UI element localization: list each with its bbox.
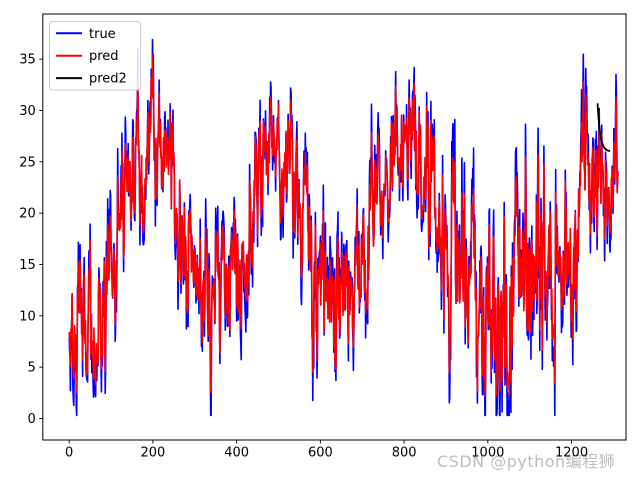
- legend-label-pred2: pred2: [89, 72, 127, 87]
- y-tick-label: 20: [19, 207, 36, 222]
- series-pred2-line: [596, 103, 611, 152]
- y-tick-label: 5: [28, 361, 36, 376]
- y-tick-label: 10: [19, 309, 36, 324]
- watermark: CSDN @python编程狮: [437, 452, 616, 471]
- x-tick-label: 0: [65, 446, 73, 461]
- legend-label-pred: pred: [89, 49, 119, 64]
- x-tick-label: 400: [224, 446, 249, 461]
- plot-area: [42, 13, 627, 441]
- legend-label-true: true: [89, 27, 116, 42]
- x-tick-label: 600: [308, 446, 333, 461]
- x-tick-label: 800: [392, 446, 417, 461]
- y-tick-label: 25: [19, 155, 36, 170]
- series-pred-line: [68, 54, 619, 398]
- x-tick-label: 1200: [555, 446, 588, 461]
- x-tick-label: 1000: [471, 446, 504, 461]
- y-tick-label: 35: [19, 53, 36, 68]
- x-tick-label: 200: [140, 446, 165, 461]
- legend-box: [49, 21, 141, 91]
- y-tick-label: 15: [19, 258, 36, 273]
- y-tick-label: 0: [28, 412, 36, 427]
- legend: true pred pred2: [49, 21, 141, 91]
- y-tick-label: 30: [19, 104, 36, 119]
